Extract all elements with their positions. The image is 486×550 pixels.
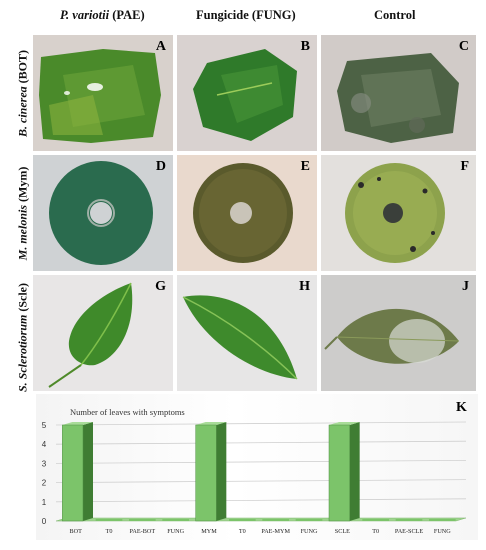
panel-c-letter: C [458, 39, 469, 54]
column-header-control: Control [374, 8, 416, 22]
panel-d-photo: D [33, 155, 173, 271]
pae-species-label: P. variotii [60, 8, 110, 22]
chart-panel-k [36, 394, 478, 540]
monosporascus-fungicide-disc-image [193, 163, 293, 263]
monosporascus-pae-disc-image [49, 161, 153, 265]
panel-e-letter: E [300, 159, 310, 174]
panel-a-letter: A [155, 39, 166, 54]
panel-j-photo: J [321, 275, 476, 391]
sclerotinia-pae-leaf-image [48, 282, 133, 388]
panel-j-letter: J [462, 279, 469, 294]
row-label-monosporascus: M. melonis (Mym) [16, 159, 31, 269]
bot-species-label: B. cinerea [15, 86, 30, 138]
scle-code-label: (Scle) [15, 283, 30, 312]
botrytis-control-leaf-image [337, 53, 459, 143]
panel-g-photo: G [33, 275, 173, 391]
panel-b-photo: B [177, 35, 317, 151]
panel-h-photo: H [177, 275, 317, 391]
botrytis-fungicide-leaf-image [193, 49, 297, 141]
sclerotinia-control-leaf-image [324, 308, 460, 364]
scle-species-label: S. Sclerotiorum [15, 314, 30, 393]
panel-g-letter: G [155, 279, 166, 294]
panel-f-letter: F [460, 159, 469, 174]
panel-c-photo: C [321, 35, 476, 151]
chart-title: Number of leaves with symptoms [70, 407, 185, 417]
column-header-fungicide: Fungicide (FUNG) [196, 8, 296, 22]
panel-h-letter: H [299, 279, 310, 294]
panel-a-photo: A [33, 35, 173, 151]
pae-code-label: (PAE) [112, 8, 145, 22]
mym-species-label: M. melonis [15, 205, 30, 261]
panel-b-letter: B [300, 39, 310, 54]
row-label-sclerotinia: S. Sclerotiorum (Scle) [16, 275, 31, 401]
monosporascus-control-disc-image [345, 163, 445, 263]
bot-code-label: (BOT) [15, 50, 30, 84]
mym-code-label: (Mym) [15, 166, 30, 202]
panel-k-letter: K [456, 400, 467, 415]
panel-e-photo: E [177, 155, 317, 271]
panel-f-photo: F [321, 155, 476, 271]
panel-d-letter: D [155, 159, 166, 174]
row-label-botrytis: B. cinerea (BOT) [16, 39, 31, 149]
column-header-pae: P. variotii (PAE) [60, 8, 145, 23]
sclerotinia-fungicide-leaf-image [182, 295, 298, 380]
botrytis-pae-leaf-image [39, 49, 161, 143]
